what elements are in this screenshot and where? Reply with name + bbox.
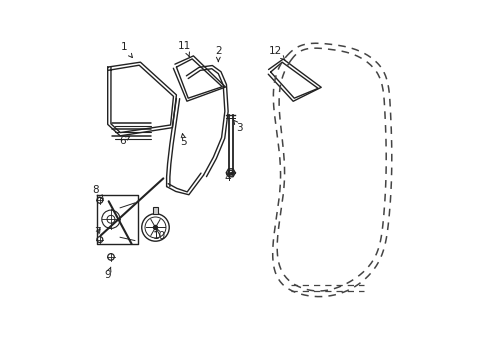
Text: 12: 12 [268, 46, 285, 60]
Text: 11: 11 [178, 41, 191, 57]
Text: 5: 5 [180, 134, 187, 147]
Circle shape [153, 225, 157, 229]
Bar [153, 207, 158, 214]
Text: 2: 2 [215, 46, 221, 62]
Text: 10: 10 [153, 228, 165, 240]
Text: 3: 3 [233, 120, 243, 132]
Text: 6: 6 [119, 136, 129, 146]
Text: 9: 9 [104, 267, 111, 280]
Text: 4: 4 [224, 171, 231, 183]
Text: 8: 8 [92, 185, 103, 199]
Text: 7: 7 [94, 228, 101, 237]
Text: 1: 1 [121, 42, 132, 58]
